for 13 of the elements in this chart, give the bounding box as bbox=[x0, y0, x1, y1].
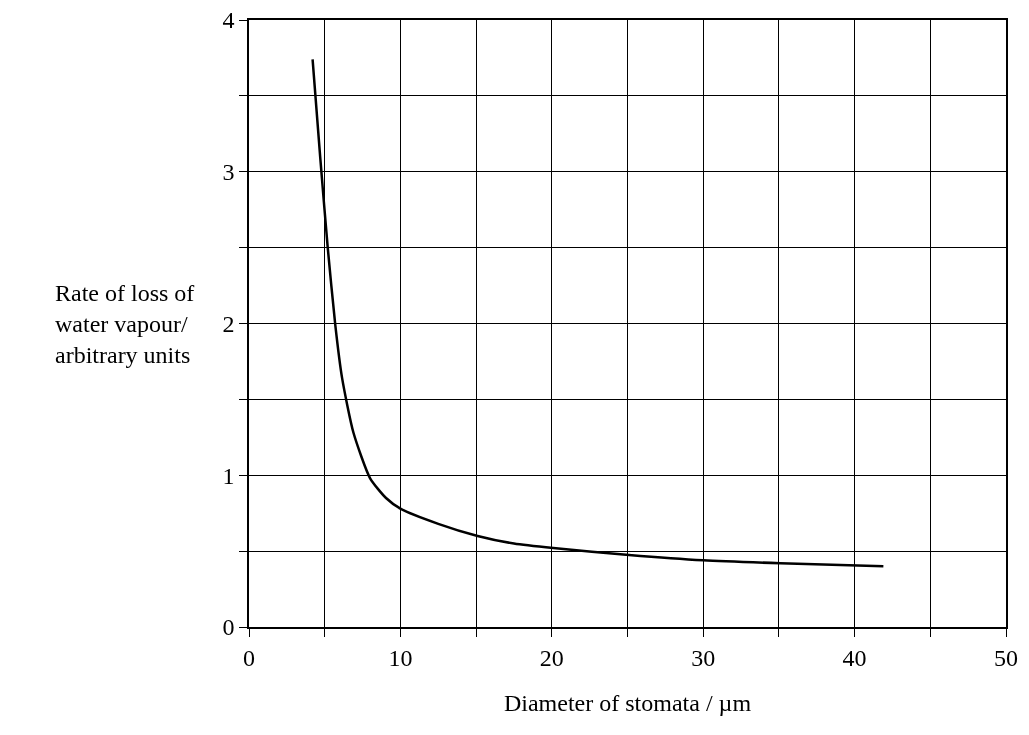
x-tick-label: 40 bbox=[842, 644, 867, 671]
x-tick-label: 50 bbox=[994, 644, 1018, 671]
x-tick-label: 20 bbox=[539, 644, 564, 671]
y-tick-label: 3 bbox=[222, 159, 235, 186]
y-tick-label: 4 bbox=[222, 7, 235, 34]
y-tick-label: 1 bbox=[222, 462, 235, 489]
y-tick-label: 0 bbox=[222, 614, 235, 641]
x-tick-label: 10 bbox=[388, 644, 413, 671]
x-tick-label: 30 bbox=[691, 644, 716, 671]
y-axis-title: Rate of loss of water vapour/ arbitrary units bbox=[55, 280, 195, 369]
x-tick-label: 0 bbox=[243, 644, 255, 671]
y-tick-label: 2 bbox=[222, 310, 235, 337]
x-axis-title: Diameter of stomata / µm bbox=[503, 690, 752, 717]
